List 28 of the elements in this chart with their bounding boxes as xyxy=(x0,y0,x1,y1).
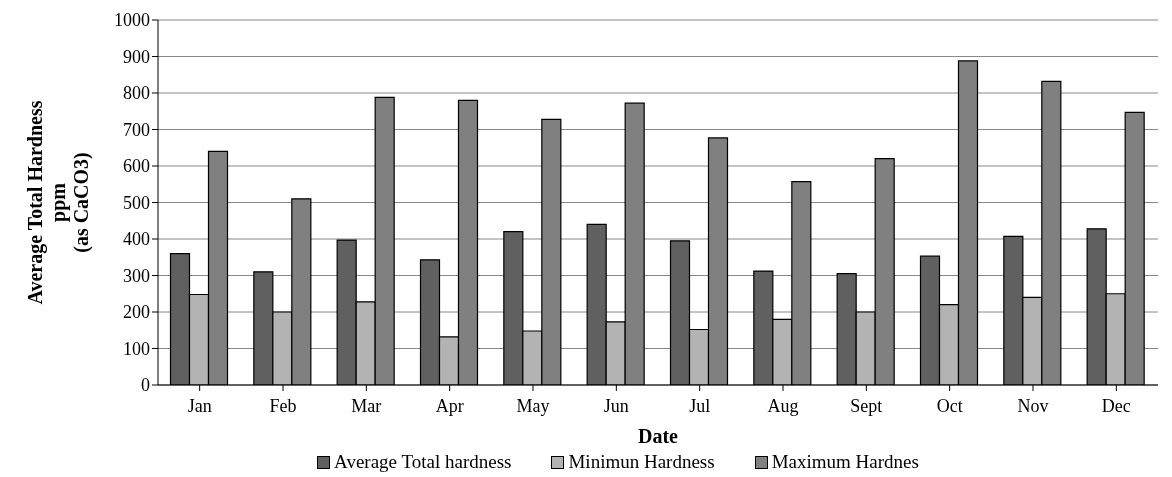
x-axis-title: Date xyxy=(638,425,679,447)
y-tick-label: 900 xyxy=(123,46,150,67)
x-tick-label: Jul xyxy=(689,395,711,416)
y-tick-label: 600 xyxy=(123,156,150,177)
y-tick-label: 400 xyxy=(123,229,150,250)
y-tick-label: 100 xyxy=(123,338,150,359)
y-tick-label: 200 xyxy=(123,302,150,323)
legend-label: Maximum Hardnes xyxy=(771,451,919,473)
x-tick-label: Jan xyxy=(187,395,212,416)
y-tick-label: 500 xyxy=(123,192,150,213)
x-tick-label: Jun xyxy=(603,395,629,416)
y-axis-title: Average Total Hardness ppm (as CaCO3) xyxy=(24,100,93,305)
y-tick-label: 0 xyxy=(141,375,150,396)
y-tick-label: 300 xyxy=(123,265,150,286)
x-tick-label: May xyxy=(516,395,550,416)
y-tick-label: 1000 xyxy=(114,10,150,31)
x-tick-label: Apr xyxy=(435,395,464,416)
x-tick-label: Dec xyxy=(1101,395,1131,416)
legend-label: Minimun Hardness xyxy=(568,451,715,473)
x-tick-label: Nov xyxy=(1017,395,1049,416)
y-tick-label: 700 xyxy=(123,119,150,140)
x-tick-label: Aug xyxy=(767,395,799,416)
x-tick-label: Sept xyxy=(850,395,883,416)
x-tick-label: Mar xyxy=(351,395,382,416)
legend-label: Average Total hardness xyxy=(334,451,512,473)
y-tick-label: 800 xyxy=(123,83,150,104)
x-tick-label: Oct xyxy=(936,395,963,416)
x-tick-label: Feb xyxy=(269,395,297,416)
